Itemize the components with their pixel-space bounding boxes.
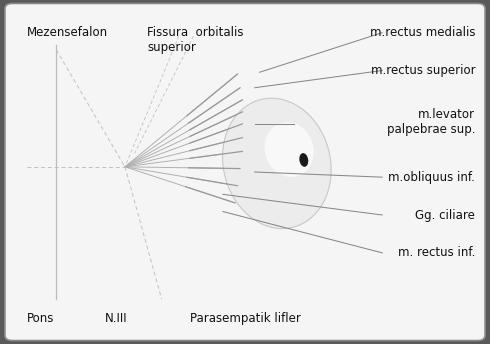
Ellipse shape <box>299 153 308 167</box>
Text: m. rectus inf.: m. rectus inf. <box>398 246 475 259</box>
Text: Gg. ciliare: Gg. ciliare <box>416 208 475 222</box>
Ellipse shape <box>222 98 331 229</box>
Text: m.rectus superior: m.rectus superior <box>370 64 475 77</box>
Text: Parasempatik lifler: Parasempatik lifler <box>190 312 300 325</box>
Text: N.III: N.III <box>105 312 128 325</box>
Text: Mezensefalon: Mezensefalon <box>27 26 108 39</box>
Text: m.levator
palpebrae sup.: m.levator palpebrae sup. <box>387 108 475 136</box>
Text: m.obliquus inf.: m.obliquus inf. <box>389 171 475 184</box>
Ellipse shape <box>265 122 314 177</box>
FancyBboxPatch shape <box>5 3 485 341</box>
Text: Fissura  orbitalis
superior: Fissura orbitalis superior <box>147 26 244 54</box>
Text: Pons: Pons <box>27 312 54 325</box>
Text: m.rectus medialis: m.rectus medialis <box>370 26 475 39</box>
